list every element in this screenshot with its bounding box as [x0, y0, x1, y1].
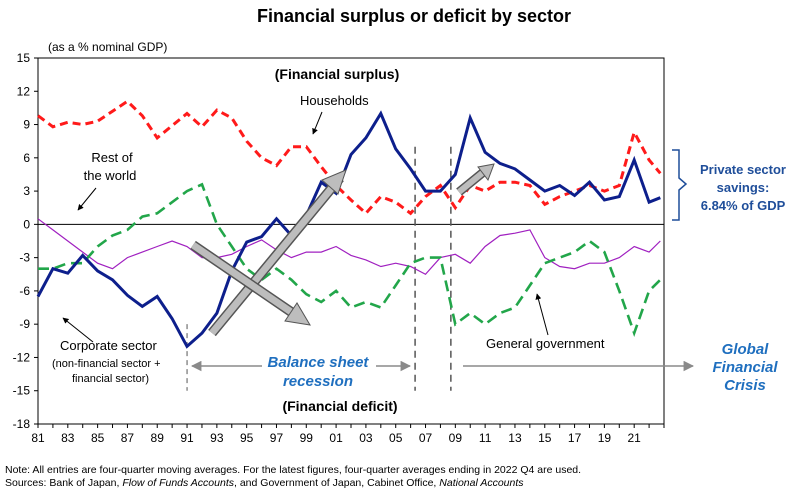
x-tick-label: 83 — [61, 431, 75, 445]
corporate-label-3: financial sector) — [72, 373, 149, 385]
x-tick-label: 87 — [121, 431, 135, 445]
x-tick-label: 03 — [359, 431, 373, 445]
corporate-label-1: Corporate sector — [60, 338, 157, 353]
x-tick-label: 93 — [210, 431, 224, 445]
savings-label-1: Private sector — [700, 162, 786, 177]
trend-arrow-government-down — [190, 240, 311, 326]
savings-label-3: 6.84% of GDP — [701, 198, 786, 213]
x-tick-label: 91 — [180, 431, 194, 445]
y-ticks: 15 12 9 6 3 0 -3 -6 -9 -12 -15 -18 — [13, 51, 38, 431]
rest-of-world-label-2: the world — [84, 168, 137, 183]
sources-prefix: Sources: Bank of Japan, — [5, 477, 123, 489]
gfc-label-1: Global — [722, 341, 770, 358]
y-tick-label: -18 — [13, 417, 31, 431]
x-tick-label: 99 — [300, 431, 314, 445]
y-tick-label: 9 — [23, 118, 30, 132]
y-tick-label: -6 — [19, 284, 30, 298]
sources-flow-of-funds: Flow of Funds Accounts — [122, 477, 234, 489]
corporate-pointer — [62, 317, 94, 343]
x-ticks: 81 83 85 87 89 91 93 95 97 99 01 03 05 07 09 11 13 15 17 19… — [31, 424, 665, 445]
x-tick-label: 13 — [508, 431, 522, 445]
x-tick-label: 01 — [329, 431, 343, 445]
chart-sources: Sources: Bank of Japan, Flow of Funds Ac… — [5, 477, 524, 490]
balance-sheet-label-2: recession — [283, 373, 353, 390]
rest-of-world-label-1: Rest of — [91, 150, 133, 165]
x-tick-label: 17 — [568, 431, 582, 445]
chart-title: Financial surplus or deficit by sector — [257, 6, 571, 26]
gfc-label-3: Crisis — [724, 377, 766, 394]
x-tick-label: 19 — [598, 431, 612, 445]
y-tick-label: 12 — [17, 84, 31, 98]
y-tick-label: -9 — [19, 317, 30, 331]
x-tick-label: 89 — [151, 431, 165, 445]
y-tick-label: 6 — [23, 151, 30, 165]
corporate-label-2: (non-financial sector + — [52, 358, 161, 370]
y-tick-label: 15 — [17, 51, 31, 65]
series-line-corporate-sector — [36, 110, 661, 349]
x-tick-label: 11 — [479, 431, 492, 445]
series-line-rest-of-the-world — [37, 218, 661, 276]
savings-bracket — [672, 149, 688, 221]
y-tick-label: 0 — [23, 217, 30, 231]
savings-label-2: savings: — [717, 180, 770, 195]
x-tick-label: 05 — [389, 431, 403, 445]
y-axis-label: (as a % nominal GDP) — [48, 40, 167, 54]
x-tick-label: 09 — [449, 431, 463, 445]
households-label: Households — [300, 93, 369, 108]
sources-national-accounts: National Accounts — [439, 477, 524, 489]
x-tick-label: 97 — [270, 431, 284, 445]
trend-arrow-recovery — [456, 163, 495, 196]
series-line-general-government — [38, 182, 662, 338]
balance-sheet-label-1: Balance sheet — [268, 354, 370, 371]
series-line-households — [37, 99, 662, 216]
financial-deficit-label: (Financial deficit) — [282, 398, 397, 414]
chart-note: Note: All entries are four-quarter movin… — [5, 464, 582, 476]
x-tick-label: 85 — [91, 431, 105, 445]
households-pointer — [312, 111, 323, 135]
rest-of-world-pointer — [77, 187, 97, 211]
general-government-label: General government — [486, 336, 605, 351]
x-tick-label: 07 — [419, 431, 433, 445]
sources-middle: , and Government of Japan, Cabinet Offic… — [234, 477, 440, 489]
x-tick-label: 15 — [538, 431, 552, 445]
gfc-label-2: Financial — [712, 359, 778, 376]
general-government-pointer — [535, 293, 549, 336]
y-tick-label: -3 — [19, 251, 30, 265]
trend-arrow-corporate-up — [208, 169, 347, 337]
financial-surplus-label: (Financial surplus) — [275, 66, 399, 82]
y-tick-label: -12 — [13, 350, 31, 364]
x-tick-label: 81 — [31, 431, 45, 445]
x-tick-label: 95 — [240, 431, 254, 445]
x-tick-label: 21 — [628, 431, 642, 445]
y-tick-label: -15 — [13, 384, 31, 398]
y-tick-label: 3 — [23, 184, 30, 198]
